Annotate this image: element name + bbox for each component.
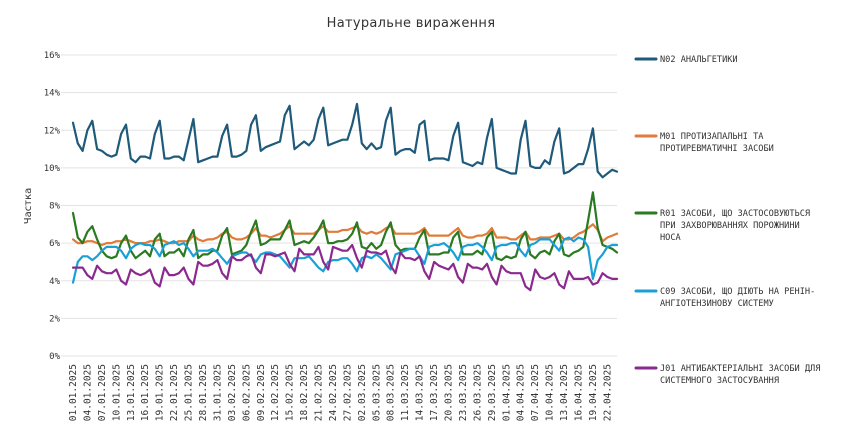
y-tick-label: 14% <box>44 89 61 99</box>
x-tick-label: 03.02.2025 <box>227 364 238 421</box>
legend-entry-3: R01 ЗАСОБИ, ЩО ЗАСТОСОВУЮТЬСЯ ПРИ ЗАХВОРЮ… <box>634 209 810 243</box>
x-tick-label: 07.04.2025 <box>530 364 541 421</box>
y-tick-label: 10% <box>44 164 61 174</box>
x-tick-label: 08.03.2025 <box>386 364 397 421</box>
x-tick-label: 25.01.2025 <box>184 364 195 421</box>
x-tick-label: 07.01.2025 <box>97 364 108 421</box>
x-tick-label: 17.03.2025 <box>429 364 440 421</box>
legend-entry-2: M01 ПРОТИЗАПАЛЬНІ ТА ПРОТИРЕВМАТИЧНІ ЗАСО… <box>634 132 774 154</box>
x-tick-label: 01.04.2025 <box>501 364 512 421</box>
x-tick-label: 11.03.2025 <box>400 364 411 421</box>
legend-label: ПРИ ЗАХВОРЮВАННЯХ ПОРОЖНИНИ <box>660 221 800 231</box>
y-tick-label: 0% <box>49 352 60 362</box>
legend-label: R01 ЗАСОБИ, ЩО ЗАСТОСОВУЮТЬСЯ <box>660 209 810 219</box>
x-tick-label: 01.01.2025 <box>68 364 79 421</box>
x-tick-label: 04.04.2025 <box>516 364 527 421</box>
legend-label: НОСА <box>660 233 682 243</box>
series-line-1 <box>71 102 619 179</box>
x-tick-label: 22.01.2025 <box>169 364 180 421</box>
x-tick-label: 04.01.2025 <box>82 364 93 421</box>
gridlines <box>61 54 617 357</box>
legend-label: C09 ЗАСОБИ, ЩО ДІЮТЬ НА РЕНІН- <box>660 287 815 297</box>
y-tick-label: 16% <box>44 51 61 61</box>
x-tick-label: 15.02.2025 <box>285 364 296 421</box>
x-tick-label: 10.01.2025 <box>111 364 122 421</box>
legend-label: ПРОТИРЕВМАТИЧНІ ЗАСОБИ <box>660 144 774 154</box>
x-tick-label: 18.02.2025 <box>299 364 310 421</box>
series-line-5 <box>71 243 619 292</box>
x-tick-label: 13.04.2025 <box>559 364 570 421</box>
x-tick-label: 13.01.2025 <box>126 364 137 421</box>
legend: N02 АНАЛЬГЕТИКИ M01 ПРОТИЗАПАЛЬНІ ТА ПРОТИ… <box>634 55 820 386</box>
x-tick-label: 24.02.2025 <box>328 364 339 421</box>
y-axis-label: Частка <box>23 188 34 224</box>
x-tick-label: 16.04.2025 <box>573 364 584 421</box>
x-tick-label: 09.02.2025 <box>256 364 267 421</box>
x-tick-label: 05.03.2025 <box>371 364 382 421</box>
x-tick-label: 16.01.2025 <box>140 364 151 421</box>
x-tick-label: 02.03.2025 <box>357 364 368 421</box>
legend-label: СИСТЕМНОГО ЗАСТОСУВАННЯ <box>660 376 779 386</box>
x-tick-label: 26.03.2025 <box>472 364 483 421</box>
x-tick-label: 10.04.2025 <box>545 364 556 421</box>
plot-area <box>71 102 619 292</box>
x-tick-label: 22.04.2025 <box>602 364 613 421</box>
series-line-4 <box>71 236 619 284</box>
legend-label: J01 АНТИБАКТЕРІАЛЬНІ ЗАСОБИ ДЛЯ <box>660 364 820 374</box>
y-tick-label: 12% <box>44 126 61 136</box>
x-tick-label: 19.04.2025 <box>588 364 599 421</box>
x-tick-label: 21.02.2025 <box>314 364 325 421</box>
legend-entry-1: N02 АНАЛЬГЕТИКИ <box>634 55 738 65</box>
y-axis-ticks: 0% 2% 4% 6% 8% 10% 12% 14% 16% <box>44 51 61 362</box>
y-tick-label: 2% <box>49 314 60 324</box>
x-tick-label: 12.02.2025 <box>270 364 281 421</box>
x-tick-label: 29.03.2025 <box>487 364 498 421</box>
series-line-3 <box>71 191 619 262</box>
legend-entry-4: C09 ЗАСОБИ, ЩО ДІЮТЬ НА РЕНІН- АНГІОТЕНЗИ… <box>634 287 815 309</box>
x-tick-label: 28.01.2025 <box>198 364 209 421</box>
y-tick-label: 4% <box>49 277 60 287</box>
x-tick-label: 14.03.2025 <box>415 364 426 421</box>
x-tick-label: 20.03.2025 <box>444 364 455 421</box>
legend-entry-5: J01 АНТИБАКТЕРІАЛЬНІ ЗАСОБИ ДЛЯ СИСТЕМНОГ… <box>634 364 820 386</box>
chart-title: Натуральне вираження <box>327 16 496 31</box>
legend-label: АНГІОТЕНЗИНОВУ СИСТЕМУ <box>660 299 774 309</box>
y-tick-label: 6% <box>49 239 60 249</box>
x-tick-label: 27.02.2025 <box>342 364 353 421</box>
x-tick-label: 19.01.2025 <box>155 364 166 421</box>
x-tick-label: 23.03.2025 <box>458 364 469 421</box>
legend-label: N02 АНАЛЬГЕТИКИ <box>660 55 738 65</box>
legend-label: M01 ПРОТИЗАПАЛЬНІ ТА <box>660 132 764 142</box>
x-tick-label: 06.02.2025 <box>241 364 252 421</box>
y-tick-label: 8% <box>49 202 60 212</box>
x-tick-label: 31.01.2025 <box>212 364 223 421</box>
x-axis-ticks: 01.01.2025 04.01.2025 07.01.2025 10.01.2025… <box>68 364 613 421</box>
